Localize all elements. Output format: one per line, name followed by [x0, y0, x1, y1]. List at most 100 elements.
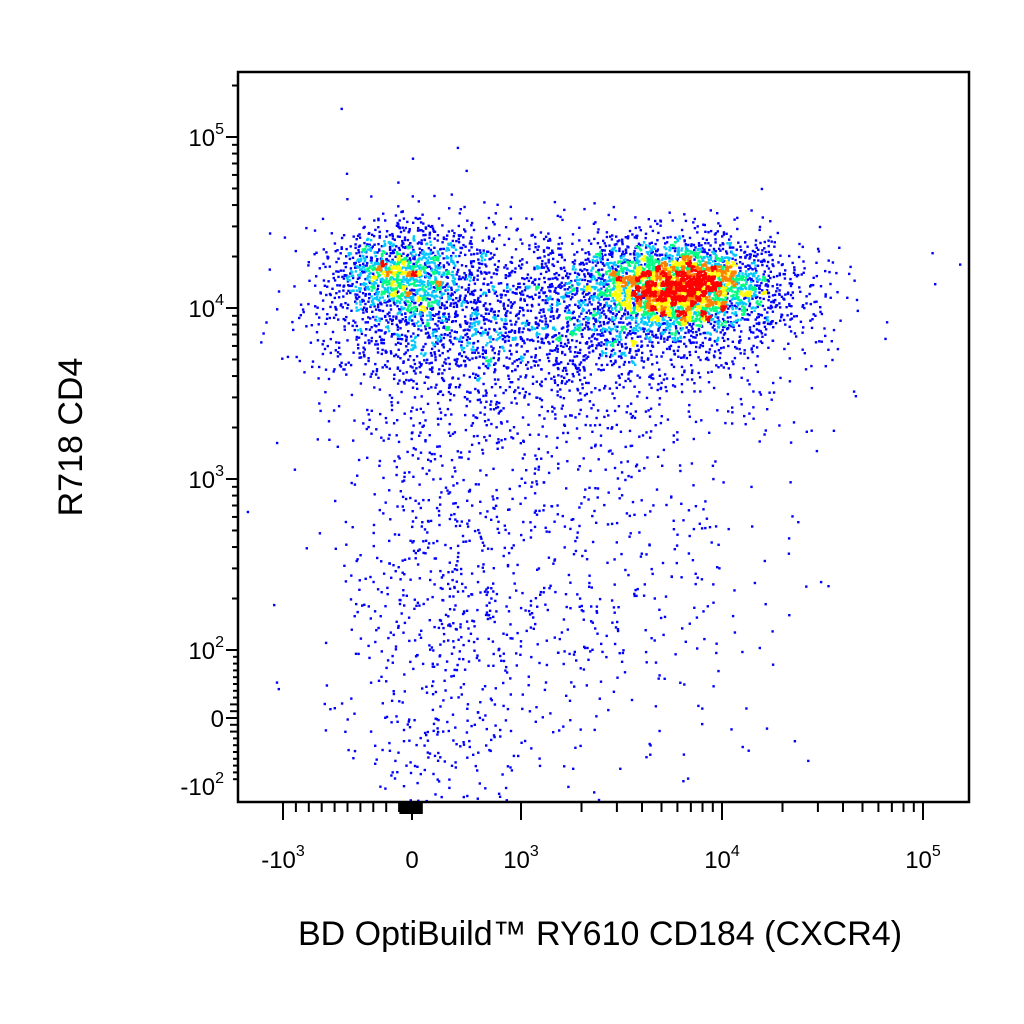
event-dot [808, 292, 811, 296]
event-dot [378, 319, 381, 323]
event-dot [450, 513, 453, 517]
event-dot [379, 301, 382, 304]
event-dot [649, 246, 652, 249]
event-dot [397, 223, 400, 226]
event-dot [766, 316, 769, 319]
event-dot [502, 407, 505, 410]
event-dot [553, 381, 557, 384]
event-dot [462, 741, 465, 744]
event-dot [581, 335, 584, 338]
event-dot [378, 317, 381, 320]
event-dot [294, 249, 297, 253]
event-dot [666, 254, 669, 257]
event-dot [761, 341, 764, 345]
event-dot [759, 330, 762, 333]
event-dot [632, 309, 636, 313]
event-dot [601, 274, 604, 278]
event-dot [774, 322, 778, 325]
event-dot [672, 377, 675, 380]
event-dot [397, 348, 400, 351]
event-dot [433, 246, 436, 249]
event-dot [452, 302, 455, 305]
event-dot [430, 361, 433, 364]
event-dot [674, 325, 678, 328]
event-dot [494, 724, 497, 727]
event-dot [431, 318, 434, 321]
event-dot [433, 262, 436, 265]
event-dot [756, 284, 759, 287]
event-dot [738, 307, 741, 311]
event-dot [549, 584, 552, 587]
event-dot [692, 437, 695, 441]
event-dot [706, 252, 709, 255]
event-dot [472, 293, 475, 297]
event-dot [396, 221, 399, 225]
event-dot [518, 357, 521, 361]
event-dot [483, 350, 487, 353]
event-dot [389, 241, 392, 245]
event-dot [365, 307, 368, 310]
event-dot [396, 328, 399, 331]
event-dot [481, 349, 485, 352]
event-dot [337, 270, 340, 273]
event-dot [442, 247, 446, 251]
event-dot [632, 361, 635, 365]
event-dot [453, 568, 457, 571]
event-dot [465, 305, 468, 309]
event-dot [411, 520, 415, 523]
event-dot [365, 328, 368, 331]
event-dot [770, 322, 773, 325]
event-dot [540, 337, 543, 340]
event-dot [313, 229, 317, 232]
event-dot [396, 305, 399, 308]
event-dot [489, 252, 493, 255]
event-dot [528, 339, 532, 342]
event-dot [371, 310, 374, 313]
event-dot [396, 333, 400, 337]
event-dot [560, 285, 564, 288]
event-dot [478, 355, 481, 358]
event-dot [469, 276, 473, 279]
event-dot [364, 577, 367, 580]
event-dot [585, 317, 588, 320]
event-dot [551, 285, 554, 288]
event-dot [345, 247, 348, 251]
event-dot [384, 605, 387, 608]
event-dot [403, 236, 407, 239]
event-dot [481, 256, 484, 259]
event-dot [714, 460, 717, 463]
event-dot [657, 327, 660, 331]
event-dot [683, 336, 686, 339]
event-dot [558, 236, 562, 240]
event-dot [467, 595, 470, 598]
event-dot [604, 316, 608, 319]
event-dot [518, 282, 521, 285]
event-dot [773, 241, 776, 244]
event-dot [731, 340, 734, 343]
event-dot [367, 359, 370, 363]
event-dot [502, 347, 505, 350]
event-dot [763, 559, 766, 563]
event-dot [583, 496, 586, 499]
event-dot [598, 321, 602, 324]
event-dot [509, 344, 512, 347]
event-dot [556, 436, 559, 440]
event-dot [586, 355, 590, 358]
event-dot [367, 413, 370, 416]
event-dot [528, 247, 531, 251]
event-dot [481, 293, 485, 296]
event-dot [525, 217, 528, 220]
event-dot [620, 471, 624, 474]
event-dot [623, 331, 626, 334]
event-dot [550, 377, 553, 380]
event-dot [488, 290, 491, 293]
event-dot [506, 304, 510, 307]
event-dot [533, 266, 536, 269]
event-dot [548, 283, 552, 287]
event-dot [352, 757, 355, 760]
event-dot [395, 323, 399, 327]
event-dot [684, 331, 687, 335]
event-dot [464, 288, 467, 291]
event-dot [403, 295, 407, 299]
event-dot [563, 342, 567, 346]
